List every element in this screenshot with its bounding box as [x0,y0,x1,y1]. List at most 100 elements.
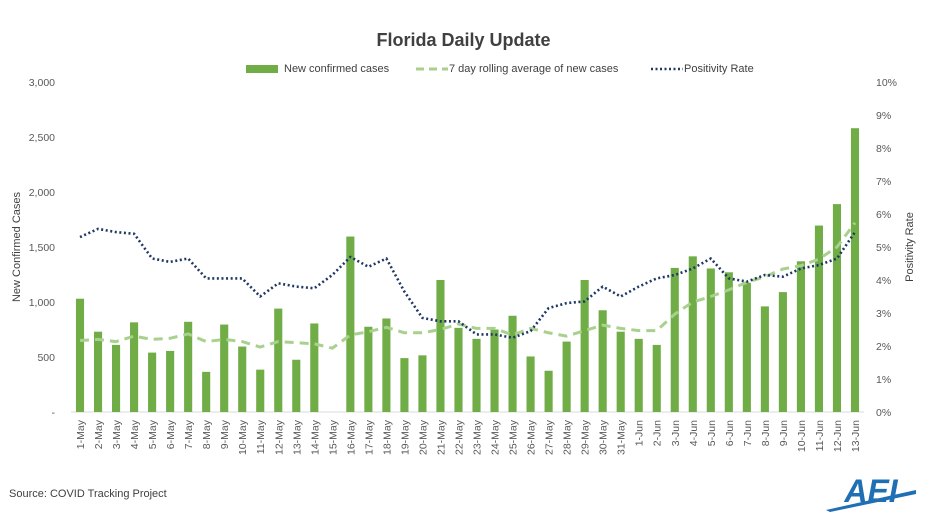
bar-new-cases [130,322,139,412]
x-tick-label: 15-May [327,419,339,455]
x-tick-label: 31-May [616,419,628,455]
bar-new-cases [382,318,391,412]
bar-new-cases [418,355,427,412]
legend-label-rolling-average: 7 day rolling average of new cases [449,63,619,75]
bar-new-cases [580,280,589,412]
bar-new-cases [832,204,842,412]
legend-item-rolling-average: 7 day rolling average of new cases [415,63,618,75]
x-tick-label: 4-May [129,419,141,449]
rolling-average-line [79,221,857,350]
x-tick-label: 8-May [201,419,213,449]
svg-text:AEI: AEI [843,473,898,509]
x-tick-label: 6-Jun [724,420,736,446]
legend-item-positivity: Positivity Rate [650,63,754,75]
x-tick-label: 1-May [75,419,87,449]
y2-tick-label: 8% [876,143,891,155]
bar-new-cases [310,323,319,412]
x-tick-label: 10-May [237,419,249,455]
bar-new-cases [598,310,607,412]
y-tick-label: 2,500 [29,132,55,144]
bar-new-cases [166,350,175,412]
y2-tick-label: 4% [876,275,891,287]
legend-item-new-cases: New confirmed cases [246,63,389,75]
x-tick-label: 3-May [111,419,123,449]
x-tick-label: 7-May [183,419,195,449]
bar-new-cases [778,292,787,412]
bar-new-cases [688,256,697,412]
x-tick-label: 21-May [435,419,447,455]
bar-new-cases [148,352,157,412]
bar-new-cases [760,306,769,412]
x-tick-label: 4-Jun [688,420,700,446]
x-tick-label: 8-Jun [760,420,772,446]
y-tick-label: 3,000 [29,77,55,89]
y2-tick-label: 0% [876,407,891,419]
x-tick-label: 26-May [526,419,538,455]
x-tick-label: 9-May [219,419,231,449]
bar-new-cases [292,359,301,412]
bar-new-cases [724,272,733,412]
bar-new-cases [508,315,517,412]
legend-dotted-swatch [651,67,683,71]
y2-tick-label: 9% [876,110,891,122]
x-tick-label: 3-Jun [670,420,682,446]
bar-new-cases [400,358,409,412]
bar-new-cases [238,346,247,412]
bar-new-cases [814,225,823,412]
y2-axis-title: Positivity Rate [904,212,916,282]
x-tick-label: 6-May [165,419,177,449]
x-tick-label: 22-May [453,419,465,455]
x-tick-label: 9-Jun [778,420,790,446]
y-tick-label: 1,500 [29,242,55,254]
bar-new-cases [184,321,193,412]
bar-new-cases [796,261,805,412]
bar-new-cases [472,338,481,412]
bar-new-cases [562,341,571,412]
x-tick-label: 18-May [381,419,393,455]
y2-tick-label: 3% [876,308,891,320]
bar-new-cases [112,344,121,412]
bar-new-cases [93,331,103,412]
x-tick-label: 27-May [544,419,556,455]
y2-tick-label: 5% [876,242,891,254]
y2-tick-label: 2% [876,341,891,353]
x-tick-label: 13-Jun [850,420,862,452]
x-tick-label: 24-May [490,419,502,455]
x-tick-label: 20-May [417,419,429,455]
x-tick-label: 10-Jun [796,420,808,452]
x-tick-label: 5-Jun [706,420,718,446]
x-tick-label: 28-May [562,419,574,455]
bar-new-cases [220,324,229,412]
y-axis-title: New Confirmed Cases [11,191,23,302]
y2-tick-label: 6% [876,209,891,221]
x-tick-label: 14-May [309,419,321,455]
x-tick-label: 5-May [147,419,159,449]
chart-title: Florida Daily Update [376,30,551,50]
x-tick-label: 13-May [291,419,303,455]
x-tick-label: 11-May [255,419,267,454]
bar-new-cases [454,327,463,412]
y-tick-label: 1,000 [29,297,55,309]
bar-new-cases [526,356,535,412]
bar-new-cases [616,331,625,412]
legend-label-positivity: Positivity Rate [684,63,754,75]
bar-new-cases [364,326,373,412]
bar-new-cases [256,369,265,412]
bar-new-cases [75,298,85,412]
bar-new-cases [634,338,643,412]
y-tick-label: 500 [37,352,55,364]
x-tick-label: 19-May [399,419,411,455]
bar-new-cases [544,370,553,412]
bar-new-cases [652,344,661,412]
x-tick-label: 2-Jun [652,420,664,446]
legend-label-new-cases: New confirmed cases [284,63,390,75]
y2-tick-label: 7% [876,176,891,188]
bar-new-cases [202,371,211,412]
x-tick-label: 25-May [508,419,520,455]
legend-dashed-swatch [416,67,448,71]
x-tick-label: 29-May [580,419,592,455]
x-tick-label: 16-May [345,419,357,455]
x-tick-label: 17-May [363,419,375,455]
y-tick-label: 2,000 [29,187,55,199]
